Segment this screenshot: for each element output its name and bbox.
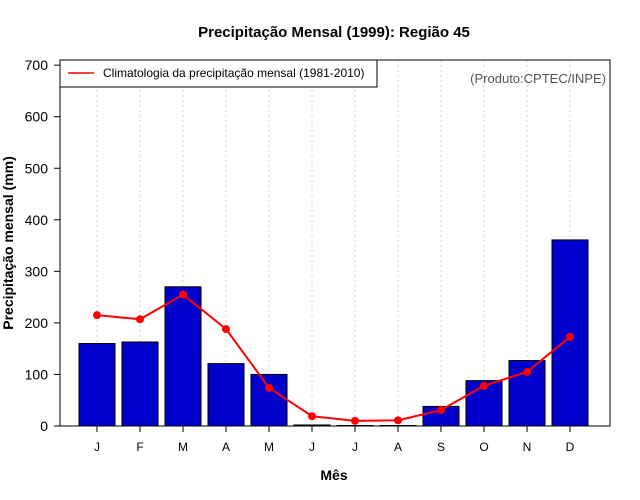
legend-label-climatology: Climatologia da precipitação mensal (198… — [103, 66, 364, 80]
y-tick-label: 500 — [25, 160, 49, 176]
y-tick-label: 100 — [25, 366, 49, 382]
bar-4 — [250, 373, 288, 427]
x-axis-label: Mês — [320, 467, 347, 483]
x-tick-label: N — [523, 440, 532, 454]
climatology-series — [93, 290, 574, 425]
x-tick-label: A — [222, 440, 230, 454]
x-tick-label: M — [264, 440, 274, 454]
x-tick-label: M — [178, 440, 188, 454]
x-tick-label: J — [94, 440, 100, 454]
x-tick-label: D — [566, 440, 575, 454]
source-credit: (Produto:CPTEC/INPE) — [470, 71, 606, 86]
bar-2 — [164, 286, 202, 427]
climatology-point-0 — [93, 311, 101, 320]
climatology-point-1 — [136, 315, 144, 324]
climatology-line — [96, 293, 571, 422]
y-tick-label: 600 — [25, 109, 49, 125]
axes: 0 100 200 300 400 500 600 700 J F M A M J J A S O N D — [25, 57, 575, 454]
legend-box — [59, 59, 378, 88]
y-tick-label: 300 — [25, 263, 49, 279]
y-tick-label: 700 — [25, 57, 49, 73]
climatology-point-10 — [523, 367, 531, 376]
climatology-point-4 — [265, 383, 273, 392]
climatology-point-6 — [351, 416, 359, 425]
x-tick-label: O — [479, 440, 488, 454]
bar-0 — [78, 343, 116, 427]
x-tick-label: J — [309, 440, 315, 454]
bar-1 — [121, 341, 159, 427]
bar-series — [78, 239, 589, 427]
climatology-point-3 — [222, 325, 230, 334]
climatology-point-2 — [179, 290, 187, 299]
chart-title: Precipitação Mensal (1999): Região 45 — [198, 24, 470, 41]
y-tick-label: 400 — [25, 212, 49, 228]
bar-3 — [207, 363, 245, 427]
x-tick-label: F — [136, 440, 143, 454]
y-tick-label: 0 — [40, 418, 48, 434]
legend: Climatologia da precipitação mensal (198… — [59, 59, 378, 88]
y-tick-label: 200 — [25, 315, 49, 331]
climatology-point-9 — [480, 381, 488, 390]
x-tick-label: J — [352, 440, 358, 454]
climatology-point-5 — [308, 412, 316, 421]
climatology-point-8 — [437, 406, 445, 415]
climatology-point-7 — [394, 416, 402, 425]
x-tick-label: S — [437, 440, 445, 454]
climatology-point-11 — [566, 332, 574, 341]
x-tick-label: A — [394, 440, 402, 454]
y-axis-label: Precipitação mensal (mm) — [0, 156, 16, 330]
